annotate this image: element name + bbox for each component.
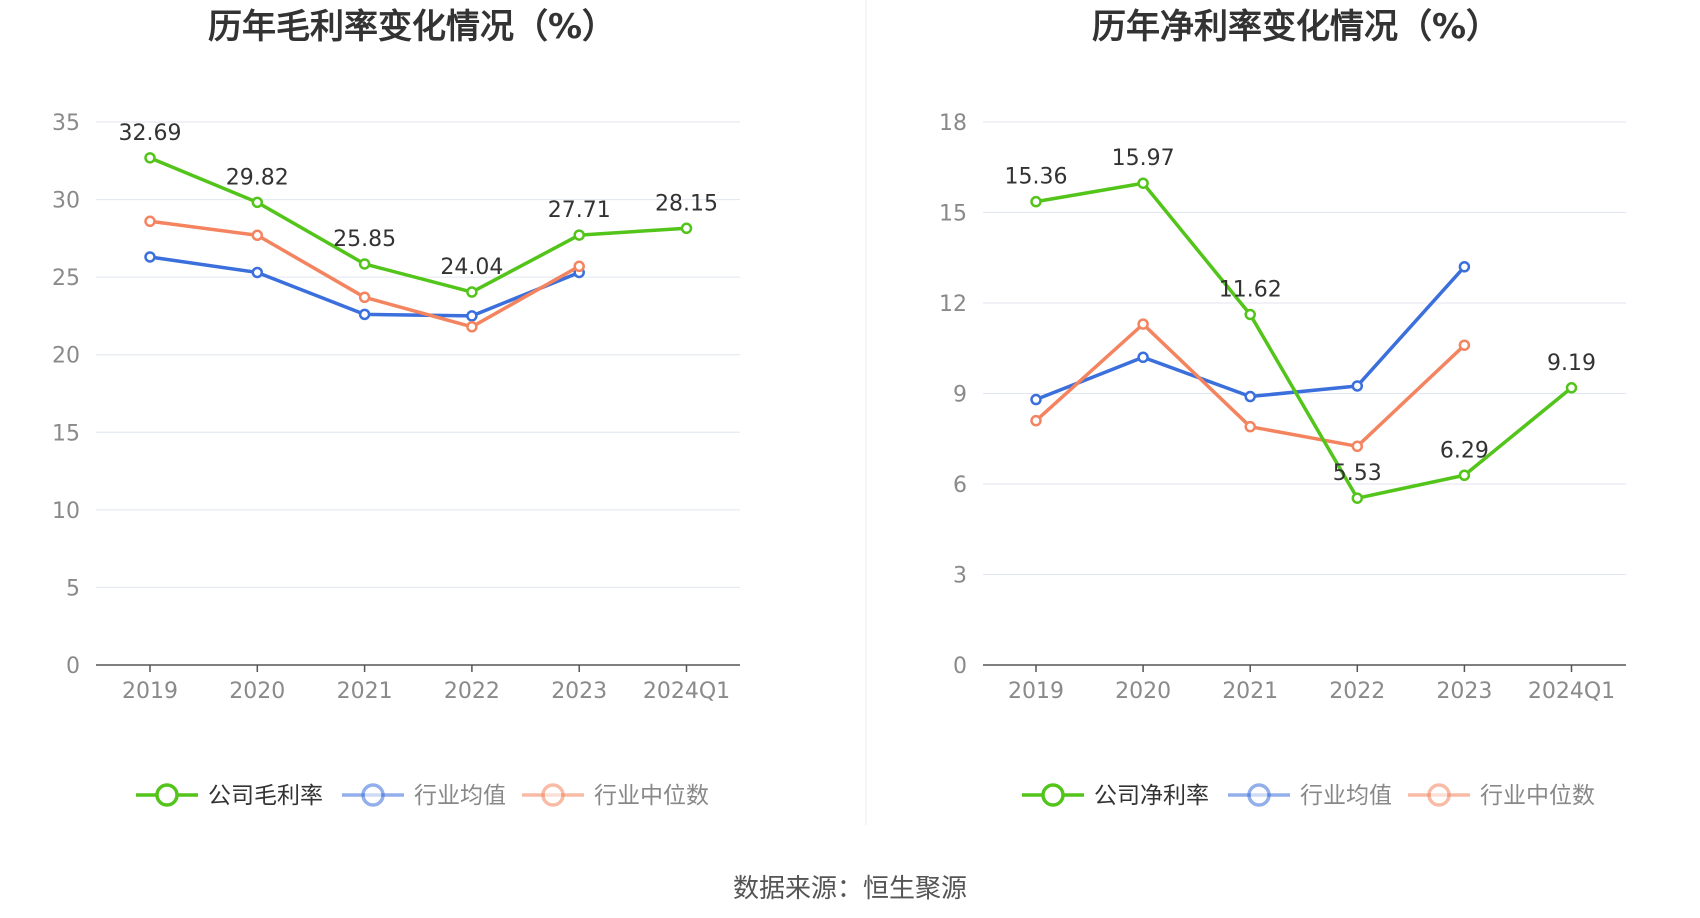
legend-label: 行业中位数: [594, 783, 709, 809]
legend-item-median[interactable]: 行业中位数: [1408, 783, 1595, 809]
legend-label: 公司毛利率: [208, 783, 323, 809]
legend-marker: [361, 783, 385, 807]
y-tick-label: 0: [66, 654, 80, 679]
x-tick-label: 2022: [1329, 679, 1385, 704]
data-point-avg[interactable]: [358, 308, 371, 321]
series-line-company: [1035, 181, 1573, 500]
data-label: 9.19: [1547, 351, 1596, 376]
data-point-median[interactable]: [1137, 318, 1149, 330]
data-point-company[interactable]: [573, 229, 585, 241]
y-tick-label: 3: [953, 564, 967, 589]
chart-2: 历年净利率变化情况（%） 0 3 6 9 12 15 18 2019 2020 2021 2022 20…: [939, 7, 1626, 809]
data-label: 15.36: [1005, 165, 1068, 190]
data-point-company[interactable]: [466, 286, 478, 298]
data-point-median[interactable]: [573, 260, 585, 273]
data-point-median[interactable]: [1030, 414, 1042, 427]
chart-1: 历年毛利率变化情况（%） 0 5 10 15 20 25 30 35 2019 2020 2021 20…: [52, 7, 740, 809]
y-tick-label: 35: [52, 111, 80, 136]
legend-item-median[interactable]: 行业中位数: [522, 783, 709, 809]
chart-title: 历年净利率变化情况（%）: [1092, 7, 1500, 47]
legend-marker: [1427, 783, 1451, 807]
data-point-median[interactable]: [1244, 420, 1256, 433]
data-label: 11.62: [1219, 277, 1282, 302]
data-label: 25.85: [333, 227, 396, 252]
data-label: 29.82: [226, 165, 289, 190]
data-point-avg[interactable]: [466, 310, 478, 322]
x-tick-label: 2023: [1436, 679, 1492, 704]
data-point-median[interactable]: [144, 215, 156, 228]
data-point-company[interactable]: [358, 258, 371, 270]
data-point-company[interactable]: [1030, 195, 1042, 208]
y-tick-label: 30: [52, 189, 80, 214]
legend-label: 公司净利率: [1094, 783, 1209, 809]
legend-item-company[interactable]: 公司毛利率: [136, 783, 323, 809]
data-label: 6.29: [1440, 438, 1489, 463]
data-point-avg[interactable]: [1458, 261, 1471, 273]
legend-label: 行业均值: [414, 783, 506, 809]
data-point-company[interactable]: [1351, 492, 1364, 504]
data-point-median[interactable]: [466, 321, 478, 333]
legend-item-avg[interactable]: 行业均值: [1228, 783, 1392, 809]
data-label: 24.04: [440, 255, 503, 280]
data-point-median[interactable]: [1458, 339, 1471, 351]
data-point-avg[interactable]: [144, 251, 156, 263]
data-point-company[interactable]: [1244, 308, 1256, 321]
x-tick-label: 2019: [1008, 679, 1064, 704]
y-tick-label: 10: [52, 499, 80, 524]
y-tick-label: 20: [52, 344, 80, 369]
data-point-company[interactable]: [1458, 469, 1471, 482]
data-label: 15.97: [1112, 146, 1175, 171]
data-label: 28.15: [655, 191, 718, 216]
x-tick-label: 2019: [122, 679, 178, 704]
data-point-company[interactable]: [680, 222, 693, 235]
y-tick-label: 6: [953, 473, 967, 498]
x-tick-label: 2020: [229, 679, 285, 704]
legend-marker: [1041, 783, 1065, 807]
data-point-company[interactable]: [251, 196, 264, 209]
y-tick-label: 18: [939, 111, 967, 136]
legend-item-avg[interactable]: 行业均值: [342, 783, 506, 809]
data-label: 27.71: [548, 198, 611, 223]
y-tick-label: 15: [52, 421, 80, 446]
legend-item-company[interactable]: 公司净利率: [1022, 783, 1209, 809]
data-point-median[interactable]: [358, 291, 371, 304]
y-tick-label: 25: [52, 266, 80, 291]
data-point-avg[interactable]: [1244, 390, 1256, 403]
x-tick-label: 2021: [337, 679, 393, 704]
legend-label: 行业中位数: [1480, 783, 1595, 809]
x-tick-label: 2021: [1222, 679, 1278, 704]
x-tick-label: 2024Q1: [643, 679, 730, 704]
data-point-median[interactable]: [1351, 440, 1364, 453]
legend-label: 行业均值: [1300, 783, 1392, 809]
series-line-company: [149, 156, 687, 294]
x-tick-label: 2024Q1: [1528, 679, 1615, 704]
data-point-median[interactable]: [251, 229, 264, 242]
data-point-avg[interactable]: [251, 266, 264, 279]
data-point-company[interactable]: [144, 152, 156, 164]
data-source-note: 数据来源：恒生聚源: [732, 874, 967, 904]
data-point-avg[interactable]: [1137, 351, 1149, 364]
legend-marker: [1247, 783, 1271, 807]
x-tick-label: 2022: [444, 679, 500, 704]
x-tick-label: 2023: [551, 679, 607, 704]
y-tick-label: 12: [939, 292, 967, 317]
legend-marker: [155, 783, 179, 807]
data-point-company[interactable]: [1565, 382, 1578, 394]
y-tick-label: 9: [953, 383, 967, 408]
y-tick-label: 0: [953, 654, 967, 679]
data-point-avg[interactable]: [1351, 380, 1364, 392]
legend-marker: [541, 783, 565, 807]
data-point-company[interactable]: [1137, 177, 1149, 189]
x-tick-label: 2020: [1115, 679, 1171, 704]
data-point-avg[interactable]: [1030, 393, 1042, 406]
chart-title: 历年毛利率变化情况（%）: [208, 7, 616, 47]
data-label: 5.53: [1333, 461, 1382, 486]
y-tick-label: 5: [66, 576, 80, 601]
y-tick-label: 15: [939, 202, 967, 227]
data-label: 32.69: [119, 121, 182, 146]
